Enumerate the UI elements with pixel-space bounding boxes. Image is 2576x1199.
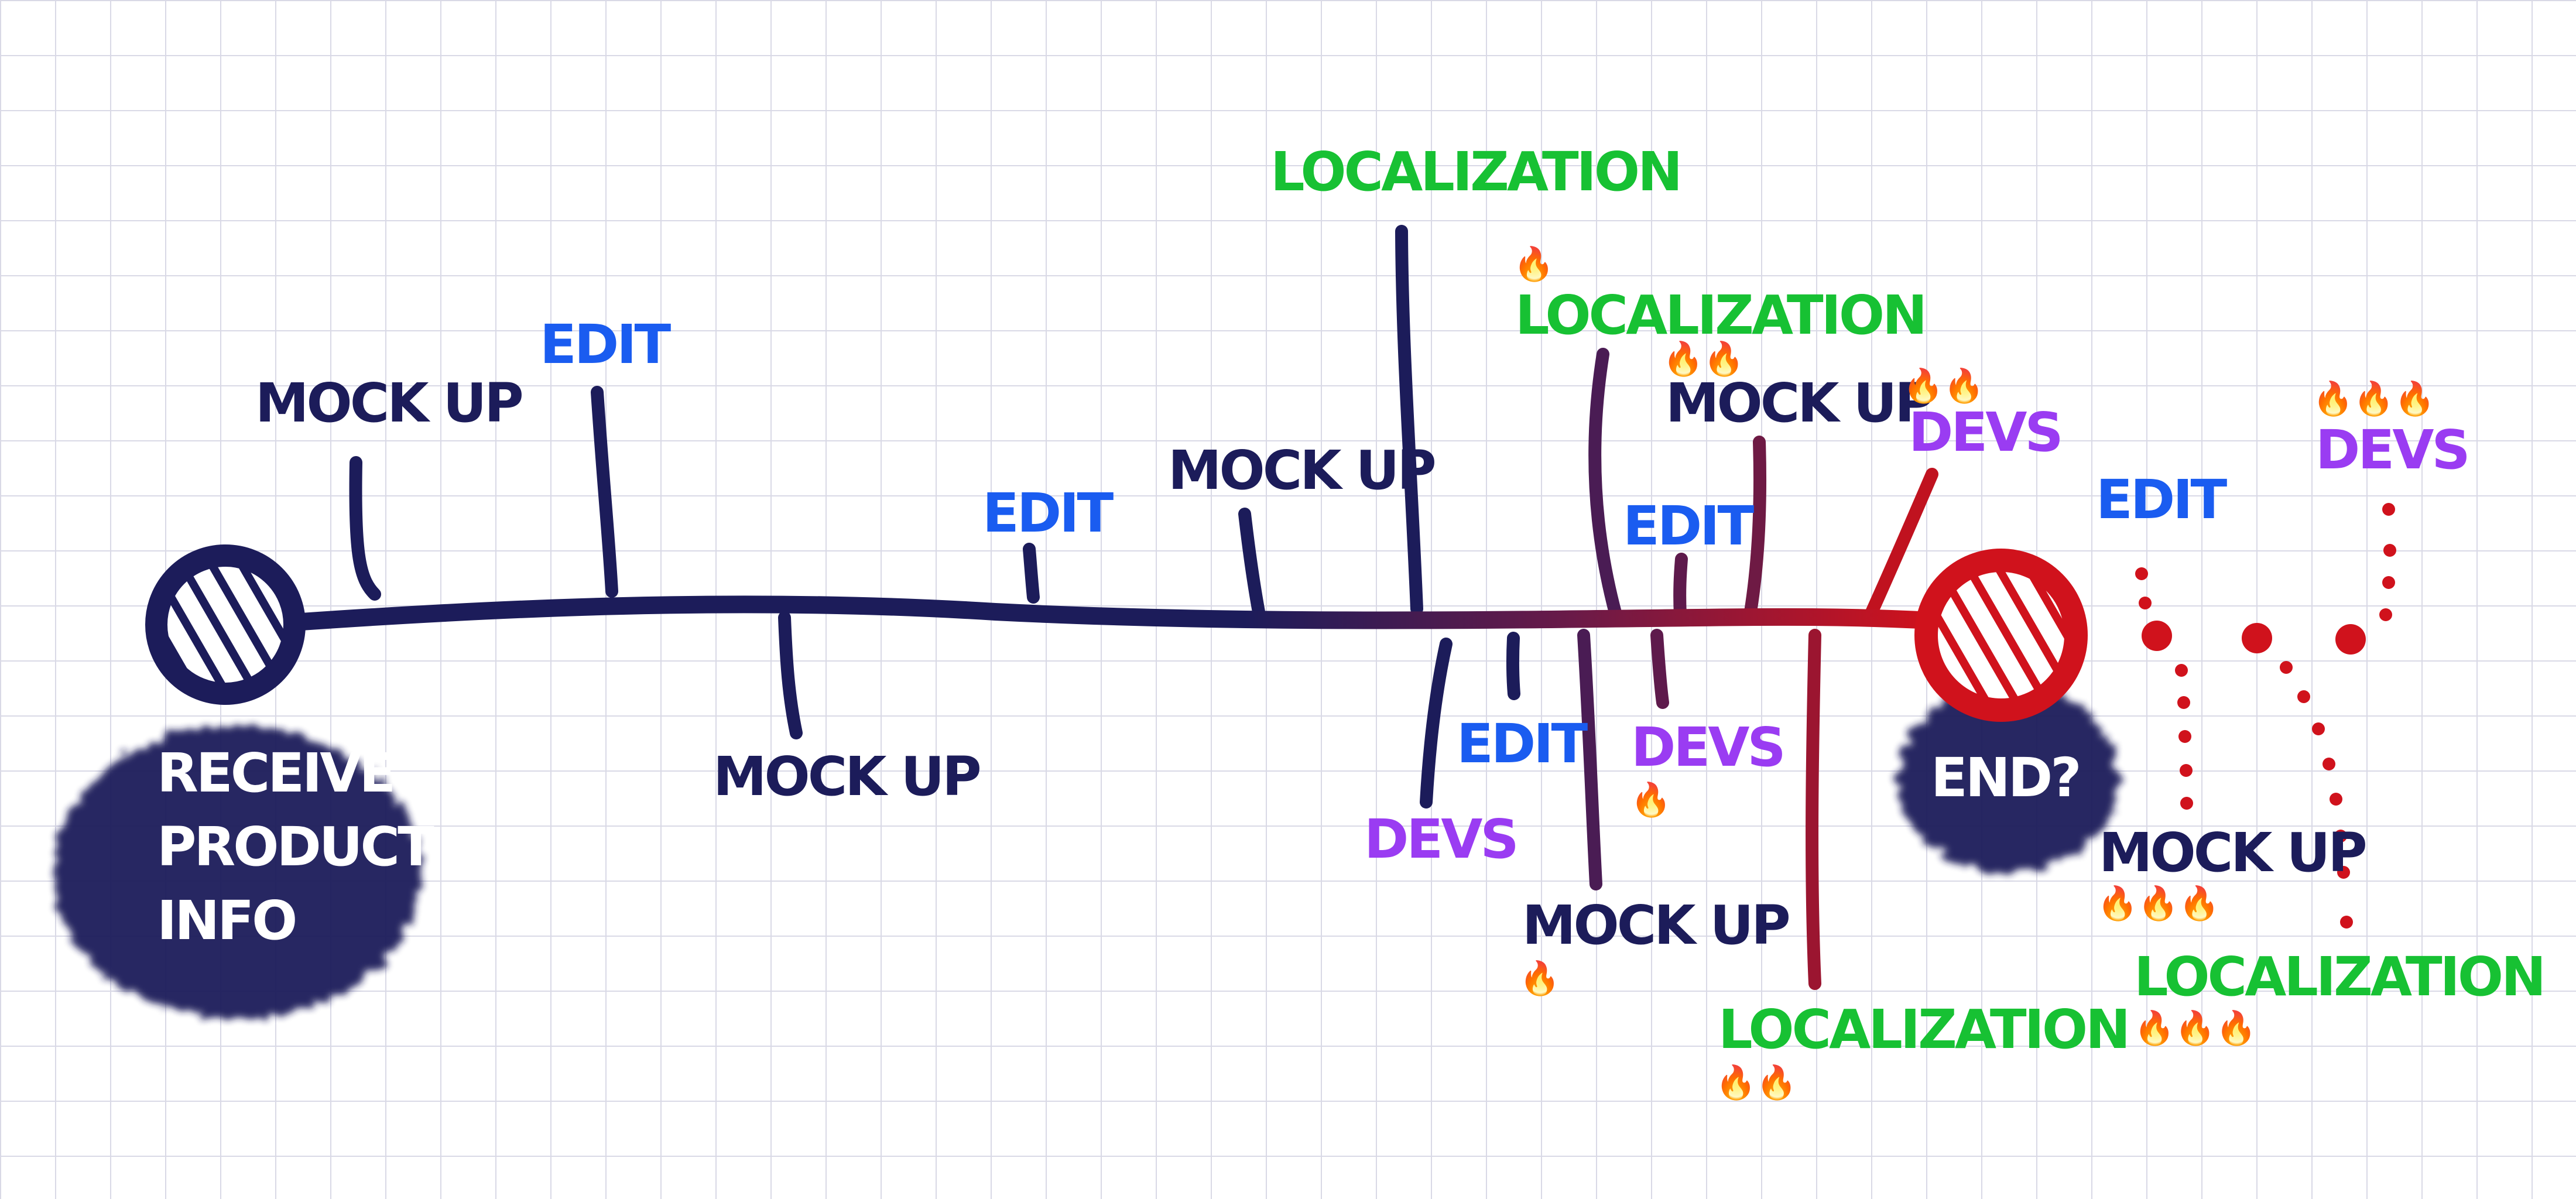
fire-localization-4: 🔥🔥🔥 — [2134, 1009, 2256, 1047]
branches — [349, 225, 1938, 990]
label-devs-3: DEVS — [1909, 401, 2061, 464]
branch-mockup-1 — [349, 456, 381, 601]
dotted-path-localization-4 — [2280, 661, 2353, 929]
label-devs-4: DEVS — [2315, 419, 2468, 481]
branch-mockup-3 — [1238, 508, 1265, 618]
fire-mockup-4: 🔥 — [1519, 960, 1560, 998]
start-line-1: RECEIVE — [157, 742, 393, 804]
label-localization-4: LOCALIZATION — [2134, 946, 2544, 1008]
branch-localization-1 — [1395, 225, 1423, 615]
label-mockup-2: MOCK UP — [713, 745, 979, 808]
label-edit-2: EDIT — [982, 482, 1114, 544]
label-mockup-6: MOCK UP — [2099, 821, 2365, 884]
fire-localization-2: 🔥 — [1513, 245, 1554, 283]
label-localization-2: LOCALIZATION — [1515, 284, 1925, 347]
label-localization-1: LOCALIZATION — [1270, 141, 1680, 203]
label-localization-3: LOCALIZATION — [1718, 998, 2128, 1061]
end-node-label: END? — [1931, 746, 2080, 809]
label-devs-2: DEVS — [1631, 716, 1784, 779]
dot-hub-2 — [2242, 623, 2272, 653]
branch-mockup-5 — [1744, 436, 1767, 618]
label-edit-1: EDIT — [540, 313, 671, 376]
main-timeline — [284, 595, 1941, 631]
fire-devs-2: 🔥 — [1630, 781, 1671, 819]
branch-mockup-2 — [778, 611, 803, 739]
dotted-branches — [2135, 503, 2396, 929]
fire-marks: 🔥 🔥🔥 🔥🔥 🔥 🔥 🔥🔥 🔥🔥🔥 🔥🔥🔥 🔥🔥🔥 — [1513, 245, 2435, 1102]
dot-hub-1 — [2142, 621, 2172, 651]
label-devs-1: DEVS — [1364, 808, 1517, 871]
branch-devs-1 — [1420, 638, 1453, 809]
branch-edit-3 — [1506, 632, 1520, 700]
start-node — [145, 544, 306, 705]
fire-localization-3: 🔥🔥 — [1715, 1064, 1797, 1102]
branch-devs-3 — [1864, 468, 1938, 621]
branch-localization-2 — [1588, 348, 1622, 621]
dotted-path-devs-4 — [2379, 503, 2396, 621]
fire-mockup-6: 🔥🔥🔥 — [2097, 885, 2219, 923]
label-mockup-1: MOCK UP — [255, 372, 522, 434]
branch-mockup-4 — [1577, 629, 1602, 890]
end-node — [1914, 549, 2088, 722]
start-node-ring — [145, 544, 306, 705]
label-edit-4: EDIT — [1623, 495, 1754, 557]
dotted-path-mockup-6 — [2175, 664, 2193, 810]
fire-mockup-5: 🔥🔥 — [1663, 340, 1744, 378]
start-node-text: RECEIVE PRODUCT INFO — [157, 742, 437, 952]
dot-hub-3 — [2335, 624, 2366, 655]
label-mockup-4: MOCK UP — [1522, 894, 1789, 957]
start-line-3: INFO — [157, 889, 295, 952]
label-mockup-5: MOCK UP — [1666, 372, 1932, 434]
branch-labels: MOCK UP EDIT MOCK UP EDIT MOCK UP LOCALI… — [255, 141, 2546, 1061]
branch-edit-1 — [591, 386, 618, 598]
branch-localization-3 — [1806, 629, 1821, 990]
end-blob — [1897, 685, 2119, 872]
label-mockup-3: MOCK UP — [1168, 439, 1434, 502]
start-blob — [53, 726, 422, 1019]
branch-devs-2 — [1650, 629, 1669, 709]
fire-devs-4: 🔥🔥🔥 — [2313, 380, 2435, 418]
fire-devs-3: 🔥🔥 — [1903, 367, 1984, 405]
label-edit-5: EDIT — [2096, 468, 2227, 531]
label-edit-3: EDIT — [1457, 712, 1588, 775]
branch-edit-2 — [1023, 543, 1040, 604]
start-line-2: PRODUCT — [157, 816, 434, 878]
branch-edit-4 — [1673, 553, 1688, 621]
dotted-path-edit-5 — [2135, 567, 2152, 609]
end-node-ring — [1914, 549, 2088, 722]
